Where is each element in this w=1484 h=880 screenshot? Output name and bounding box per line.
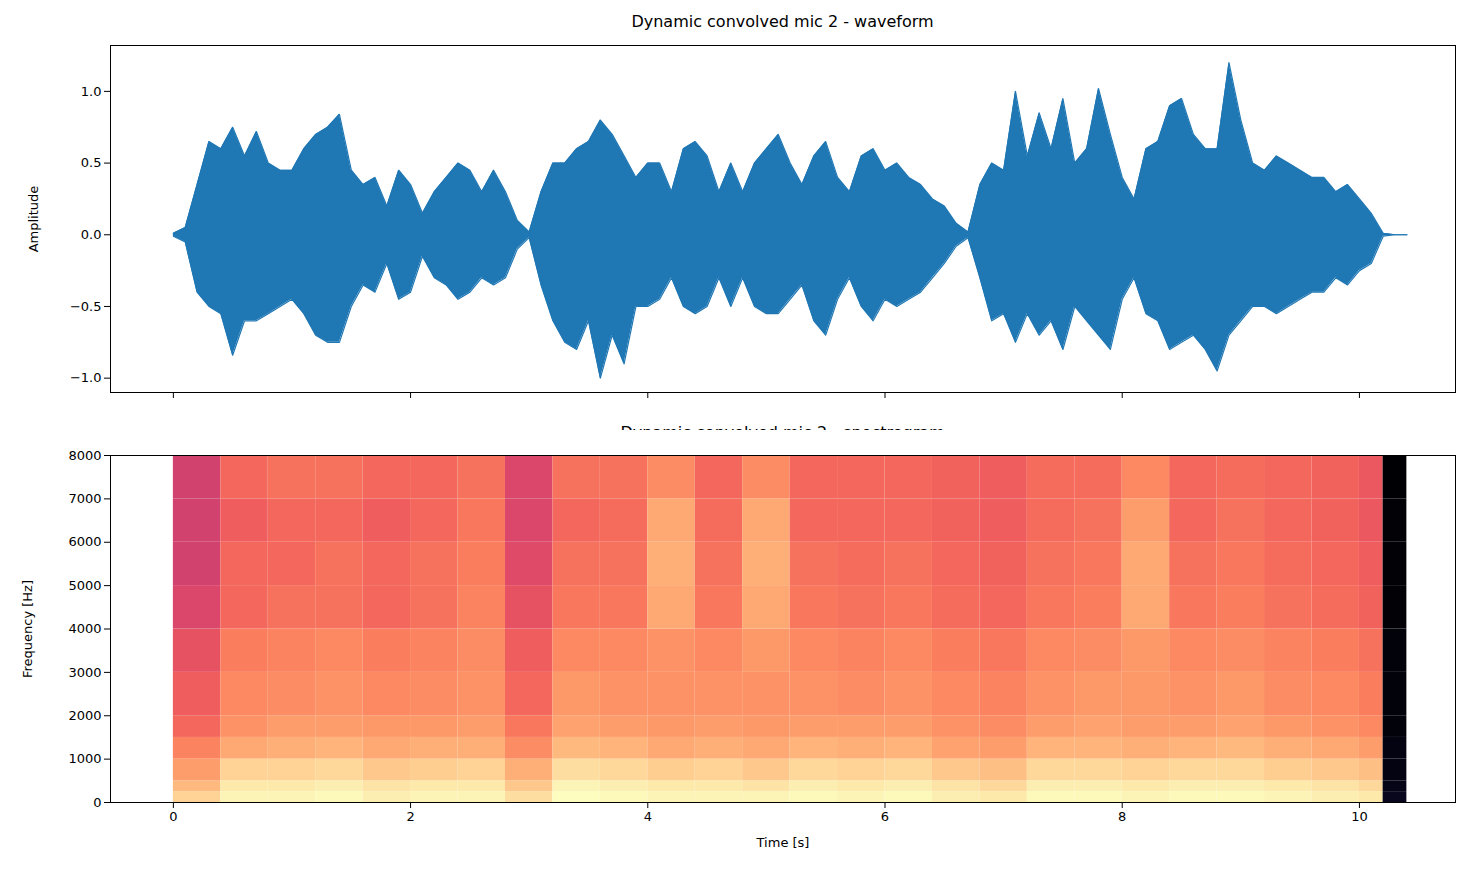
- svg-text:Amplitude: Amplitude: [26, 186, 41, 253]
- svg-text:7000: 7000: [68, 491, 101, 506]
- svg-text:0.5: 0.5: [81, 155, 102, 170]
- svg-text:0.0: 0.0: [81, 227, 102, 242]
- svg-text:−0.5: −0.5: [70, 299, 102, 314]
- svg-text:0: 0: [169, 809, 177, 824]
- html-text:Dynamic convolved mic 2 - spec: Dynamic convolved mic 2 - spectrogram: [620, 423, 945, 442]
- svg-text:8000: 8000: [68, 448, 101, 463]
- svg-text:2000: 2000: [68, 708, 101, 723]
- svg-text:6000: 6000: [68, 534, 101, 549]
- html-text:Dynamic convolved mic 2 - wave: Dynamic convolved mic 2 - waveform: [631, 12, 934, 31]
- svg-text:4: 4: [644, 809, 652, 824]
- svg-text:−1.0: −1.0: [70, 370, 102, 385]
- svg-text:2: 2: [406, 809, 414, 824]
- svg-text:8: 8: [1118, 809, 1126, 824]
- svg-text:10: 10: [1351, 809, 1368, 824]
- svg-text:4000: 4000: [68, 621, 101, 636]
- svg-text:1.0: 1.0: [81, 84, 102, 99]
- svg-text:Time [s]: Time [s]: [756, 835, 810, 850]
- svg-text:5000: 5000: [68, 578, 101, 593]
- svg-text:3000: 3000: [68, 665, 101, 680]
- svg-text:0: 0: [93, 795, 101, 810]
- svg-text:1000: 1000: [68, 751, 101, 766]
- svg-text:Frequency [Hz]: Frequency [Hz]: [20, 580, 35, 678]
- svg-text:6: 6: [881, 809, 889, 824]
